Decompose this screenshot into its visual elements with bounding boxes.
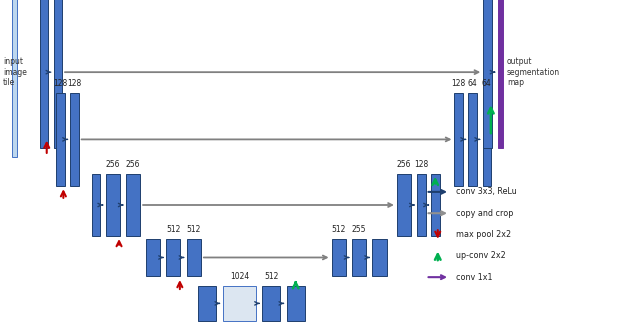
Text: 512: 512 (166, 225, 180, 234)
Text: 256: 256 (397, 160, 411, 169)
Bar (454, 93, 463, 186)
Text: max pool 2x2: max pool 2x2 (456, 230, 511, 239)
Bar (352, 239, 366, 276)
Text: 255: 255 (352, 225, 366, 234)
Bar (483, 0, 492, 148)
Bar (498, 0, 503, 148)
Bar (146, 239, 160, 276)
Bar (198, 286, 216, 321)
Bar (483, 93, 491, 186)
Text: conv 3x3, ReLu: conv 3x3, ReLu (456, 187, 517, 196)
Text: up-conv 2x2: up-conv 2x2 (456, 251, 506, 260)
Bar (431, 174, 440, 236)
Bar (332, 239, 346, 276)
Text: 128: 128 (414, 160, 429, 169)
Text: 128: 128 (451, 79, 466, 88)
Bar (12, 0, 17, 157)
Text: 256: 256 (106, 160, 120, 169)
Bar (40, 0, 48, 148)
Bar (223, 286, 256, 321)
Text: 128: 128 (53, 79, 68, 88)
Text: copy and crop: copy and crop (456, 209, 514, 218)
Text: 1024: 1024 (230, 272, 249, 281)
Bar (106, 174, 120, 236)
Text: 512: 512 (264, 272, 278, 281)
Text: 64: 64 (482, 79, 492, 88)
Bar (70, 93, 79, 186)
Text: input
image
tile: input image tile (3, 57, 27, 87)
Bar (468, 93, 477, 186)
Bar (187, 239, 201, 276)
Text: 512: 512 (187, 225, 201, 234)
Text: output
segmentation
map: output segmentation map (507, 57, 560, 87)
Text: conv 1x1: conv 1x1 (456, 273, 493, 282)
Bar (166, 239, 180, 276)
Text: 128: 128 (67, 79, 82, 88)
Text: 512: 512 (332, 225, 346, 234)
Bar (126, 174, 140, 236)
Bar (54, 0, 62, 148)
Bar (56, 93, 65, 186)
Bar (92, 174, 100, 236)
Bar (287, 286, 305, 321)
Bar (372, 239, 387, 276)
Bar (262, 286, 280, 321)
Bar (397, 174, 411, 236)
Bar (417, 174, 426, 236)
Text: 64: 64 (468, 79, 477, 88)
Text: 256: 256 (126, 160, 140, 169)
